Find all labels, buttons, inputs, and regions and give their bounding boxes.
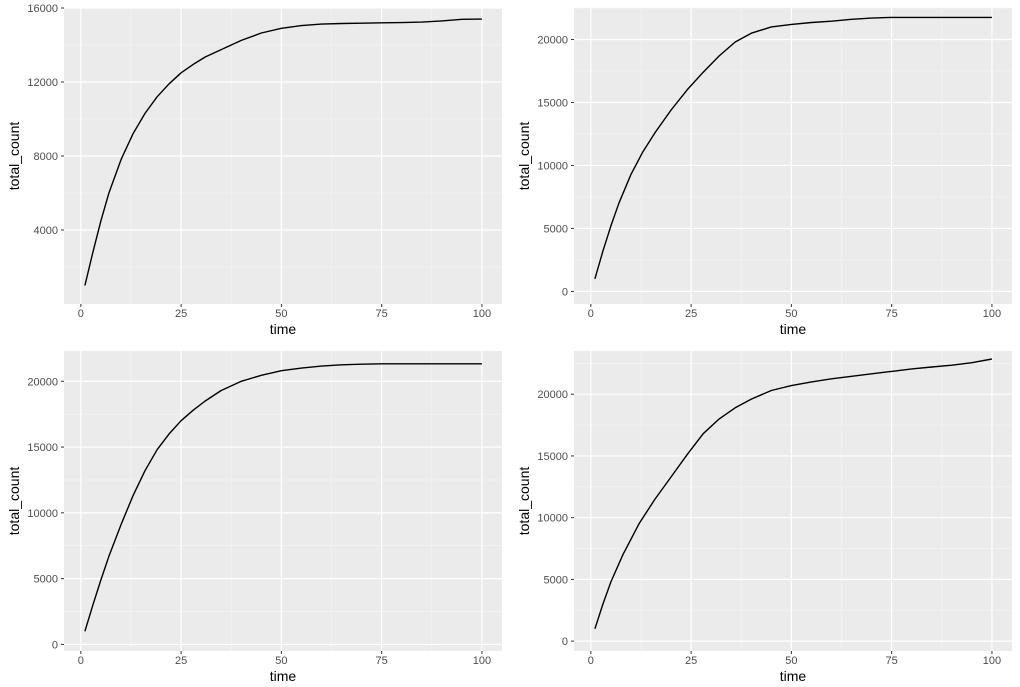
y-tick-label: 20000 [537, 389, 568, 401]
x-tick-label: 50 [275, 308, 287, 320]
y-tick-label: 0 [52, 639, 58, 651]
x-tick-label: 25 [685, 308, 697, 320]
x-tick-label: 25 [175, 308, 187, 320]
x-axis-title: time [780, 668, 807, 684]
y-tick-label: 5000 [544, 223, 568, 235]
chart-panel-top-left: 0 25 50 75 100 4000 8000 12000 16000 time total_co… [0, 0, 510, 343]
x-tick-label: 75 [886, 655, 898, 667]
y-tick-label: 15000 [537, 97, 568, 109]
plot-background [574, 8, 1012, 304]
y-tick-label: 5000 [34, 574, 58, 586]
x-tick-label: 100 [983, 655, 1001, 667]
chart-svg-top-left: 0 25 50 75 100 4000 8000 12000 16000 time total_co… [6, 3, 502, 337]
series-line [84, 18, 482, 286]
chart-svg-top-right: 0 25 50 75 100 0 5000 10000 15000 20000 time total_… [516, 7, 1012, 337]
series-line [594, 16, 992, 279]
x-tick-label: 50 [785, 308, 797, 320]
y-tick-label: 5000 [544, 574, 568, 586]
x-axis-title: time [780, 321, 807, 337]
x-tick-label: 0 [588, 655, 594, 667]
x-tick-label: 0 [78, 308, 84, 320]
plot-background [64, 351, 502, 651]
x-tick-label: 25 [685, 655, 697, 667]
y-tick-label: 12000 [27, 77, 58, 89]
x-tick-label: 50 [275, 655, 287, 667]
y-axis-title: total_count [516, 122, 532, 191]
chart-svg-bottom-right: 0 25 50 75 100 0 5000 10000 15000 20000 time total_… [516, 351, 1012, 684]
x-tick-label: 75 [886, 308, 898, 320]
x-tick-label: 50 [785, 655, 797, 667]
y-tick-label: 20000 [537, 34, 568, 46]
series-line [84, 363, 482, 632]
y-tick-label: 15000 [27, 442, 58, 454]
chart-panel-top-right: 0 25 50 75 100 0 5000 10000 15000 20000 time total_… [510, 0, 1020, 343]
y-tick-label: 0 [562, 286, 568, 298]
y-tick-label: 10000 [537, 513, 568, 525]
chart-panel-bottom-left: 0 25 50 75 100 0 5000 10000 15000 20000 time total_… [0, 343, 510, 687]
y-tick-label: 4000 [34, 225, 58, 237]
x-axis-title: time [270, 668, 297, 684]
x-tick-label: 0 [78, 655, 84, 667]
x-tick-label: 100 [473, 308, 491, 320]
y-tick-label: 10000 [537, 160, 568, 172]
y-tick-label: 16000 [27, 3, 58, 15]
y-tick-label: 10000 [27, 508, 58, 520]
y-tick-label: 8000 [34, 151, 58, 163]
chart-svg-bottom-left: 0 25 50 75 100 0 5000 10000 15000 20000 time total_… [6, 351, 502, 684]
y-tick-label: 20000 [27, 376, 58, 388]
y-axis-title: total_count [516, 467, 532, 536]
x-tick-label: 100 [473, 655, 491, 667]
series-line [594, 358, 993, 630]
x-tick-label: 75 [376, 655, 388, 667]
plot-background [574, 351, 1012, 651]
y-axis-title: total_count [6, 122, 22, 191]
x-tick-label: 0 [588, 308, 594, 320]
x-axis-title: time [270, 321, 297, 337]
y-tick-label: 15000 [537, 451, 568, 463]
x-tick-label: 75 [376, 308, 388, 320]
x-tick-label: 100 [983, 308, 1001, 320]
y-axis-title: total_count [6, 467, 22, 536]
x-tick-label: 25 [175, 655, 187, 667]
y-tick-label: 0 [562, 636, 568, 648]
chart-panel-bottom-right: 0 25 50 75 100 0 5000 10000 15000 20000 time total_… [510, 343, 1020, 687]
